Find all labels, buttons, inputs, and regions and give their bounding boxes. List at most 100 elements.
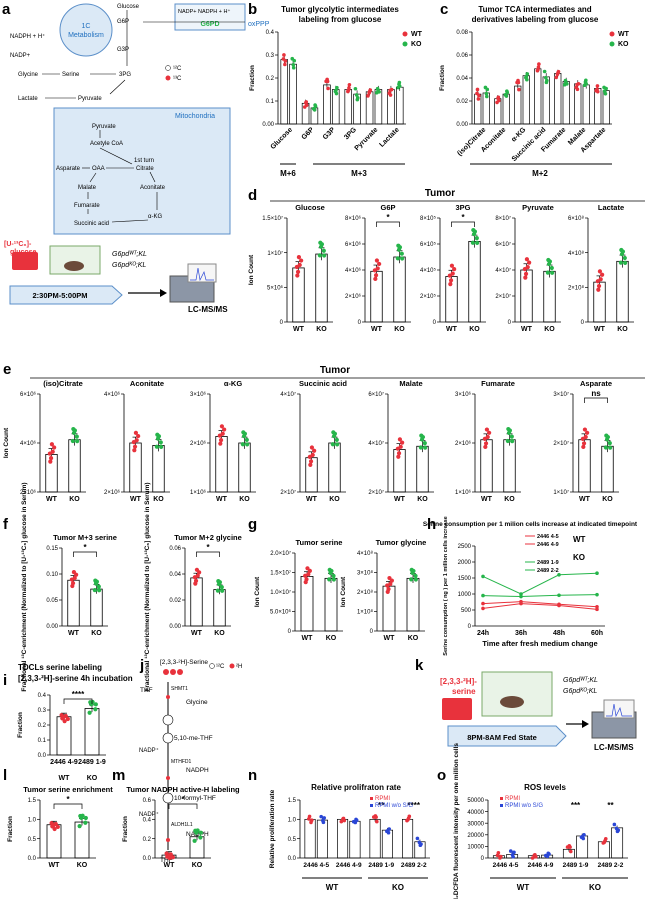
b-xtick-label: G6P [301, 126, 316, 141]
o-ytick-label: 50000 [467, 798, 484, 804]
d1-ytick-label: 0 [280, 320, 284, 326]
d5-point [620, 249, 626, 254]
b-point [304, 101, 308, 105]
c-bar [594, 87, 602, 125]
b-xtick-label: Glucose [270, 126, 295, 151]
e2-point [132, 444, 138, 449]
l-point [77, 824, 82, 829]
g1-ytick-label: 1.5×10⁷ [270, 570, 291, 577]
d4-bar [543, 270, 556, 323]
e5-point [395, 446, 400, 451]
e7-point [605, 434, 611, 440]
f1-point [69, 577, 74, 582]
e7-bar [601, 445, 614, 493]
b-point [387, 91, 392, 96]
d5-ytick-label: 2×10⁸ [568, 285, 585, 292]
m-xtick-label: WT [164, 862, 176, 869]
g2-ytick-label: 3×10⁸ [357, 570, 374, 577]
genotype-wt: G6pdᵂᵀ;KL [112, 251, 147, 258]
panel-label-c: c [440, 1, 448, 18]
d3-xtick-label: KO [469, 326, 480, 333]
c-point [555, 72, 560, 77]
n-group-label-ko: KO [392, 883, 404, 892]
mito-first-turn: 1st turn [134, 158, 154, 164]
b-point [325, 79, 330, 84]
b-point [353, 86, 358, 91]
e1-title: (iso)Citrate [43, 379, 83, 388]
b-bar [323, 84, 331, 125]
m-point [192, 838, 197, 843]
e5-point [400, 440, 405, 445]
o-group-label-ko: KO [589, 883, 601, 892]
e1-point [47, 451, 52, 456]
e7-title: Asparate [580, 379, 612, 388]
nadp-box-line: NADP+ NADPH + H⁺ [178, 8, 231, 15]
panel-label-g: g [248, 516, 257, 533]
o-sig-label: *** [571, 801, 581, 810]
m-ytick-label: 0.4 [143, 818, 152, 824]
o-ytick-label: 20000 [467, 833, 484, 839]
m-point [170, 855, 175, 860]
e6-point [483, 441, 489, 446]
f2-sig-bracket [196, 551, 220, 557]
e5-ytick-label: 4×10⁷ [368, 440, 384, 447]
d1-point [321, 248, 326, 253]
c-point [542, 69, 547, 74]
g2-point [385, 583, 390, 588]
c-point [536, 65, 541, 70]
j-thf-bottom: THF [160, 857, 173, 864]
b-point [374, 91, 379, 95]
o-ytick-label: 40000 [467, 810, 484, 816]
f1-xtick-label: KO [91, 630, 102, 637]
c-point [602, 85, 606, 90]
b-bar [395, 86, 404, 125]
i-point [93, 707, 98, 712]
f1-ylabel: Fractional ¹³C-enrichment (Normalized to… [21, 482, 28, 691]
e4-point [308, 459, 314, 464]
d1-point [299, 258, 304, 263]
c-point [484, 91, 489, 96]
f2-ylabel: Fractional ¹³C-enrichment (Normalized to… [144, 482, 151, 691]
g1-point [331, 577, 336, 582]
d3-sig-label: * [461, 213, 465, 222]
e4-xtick-label: KO [329, 496, 340, 503]
b-point [312, 108, 317, 112]
d2-ytick-label: 2×10⁶ [345, 293, 362, 300]
d3-point [448, 278, 454, 283]
n-bar [337, 818, 349, 859]
c-point [537, 62, 541, 66]
mito-oaa: OAA [92, 166, 105, 172]
mito-acetylcoa: Acetyle CoA [90, 141, 123, 147]
e3-point [219, 424, 225, 429]
c-point [516, 80, 521, 85]
d1-xtick-label: WT [293, 326, 305, 333]
e7-xtick-label: WT [579, 496, 591, 503]
e4-point [307, 454, 312, 459]
l-sig-label: * [66, 795, 70, 804]
d4-point [545, 270, 550, 275]
infusion-label-2: glucose [10, 249, 37, 256]
d5-point [600, 272, 605, 277]
e1-point [72, 428, 78, 433]
legend-12c: ¹²C [173, 66, 182, 72]
f2-point [197, 570, 202, 575]
d5-ytick-label: 6×10⁸ [568, 215, 585, 222]
d3-ytick-label: 8×10⁵ [420, 215, 437, 222]
c-point [517, 87, 521, 92]
b-ytick-label: 0.00 [262, 122, 274, 128]
d2-sig-bracket [376, 221, 400, 227]
d4-point [547, 259, 553, 264]
j-10-formyl-thf: 10-formyl-THF [174, 795, 216, 802]
f2-ytick-label: 0.02 [169, 598, 181, 604]
h-series-point [557, 573, 561, 577]
h-ytick-label: 500 [461, 608, 472, 614]
e2-point [131, 440, 136, 445]
b-point [282, 53, 286, 57]
l-point [83, 820, 88, 825]
e6-point [510, 439, 515, 444]
o-xtick-label: 2489 1-9 [563, 862, 589, 869]
e1-point [70, 438, 75, 444]
c-point [476, 97, 481, 101]
e7-ytick-label: 2×10⁷ [553, 440, 569, 447]
e7-point [581, 441, 587, 446]
